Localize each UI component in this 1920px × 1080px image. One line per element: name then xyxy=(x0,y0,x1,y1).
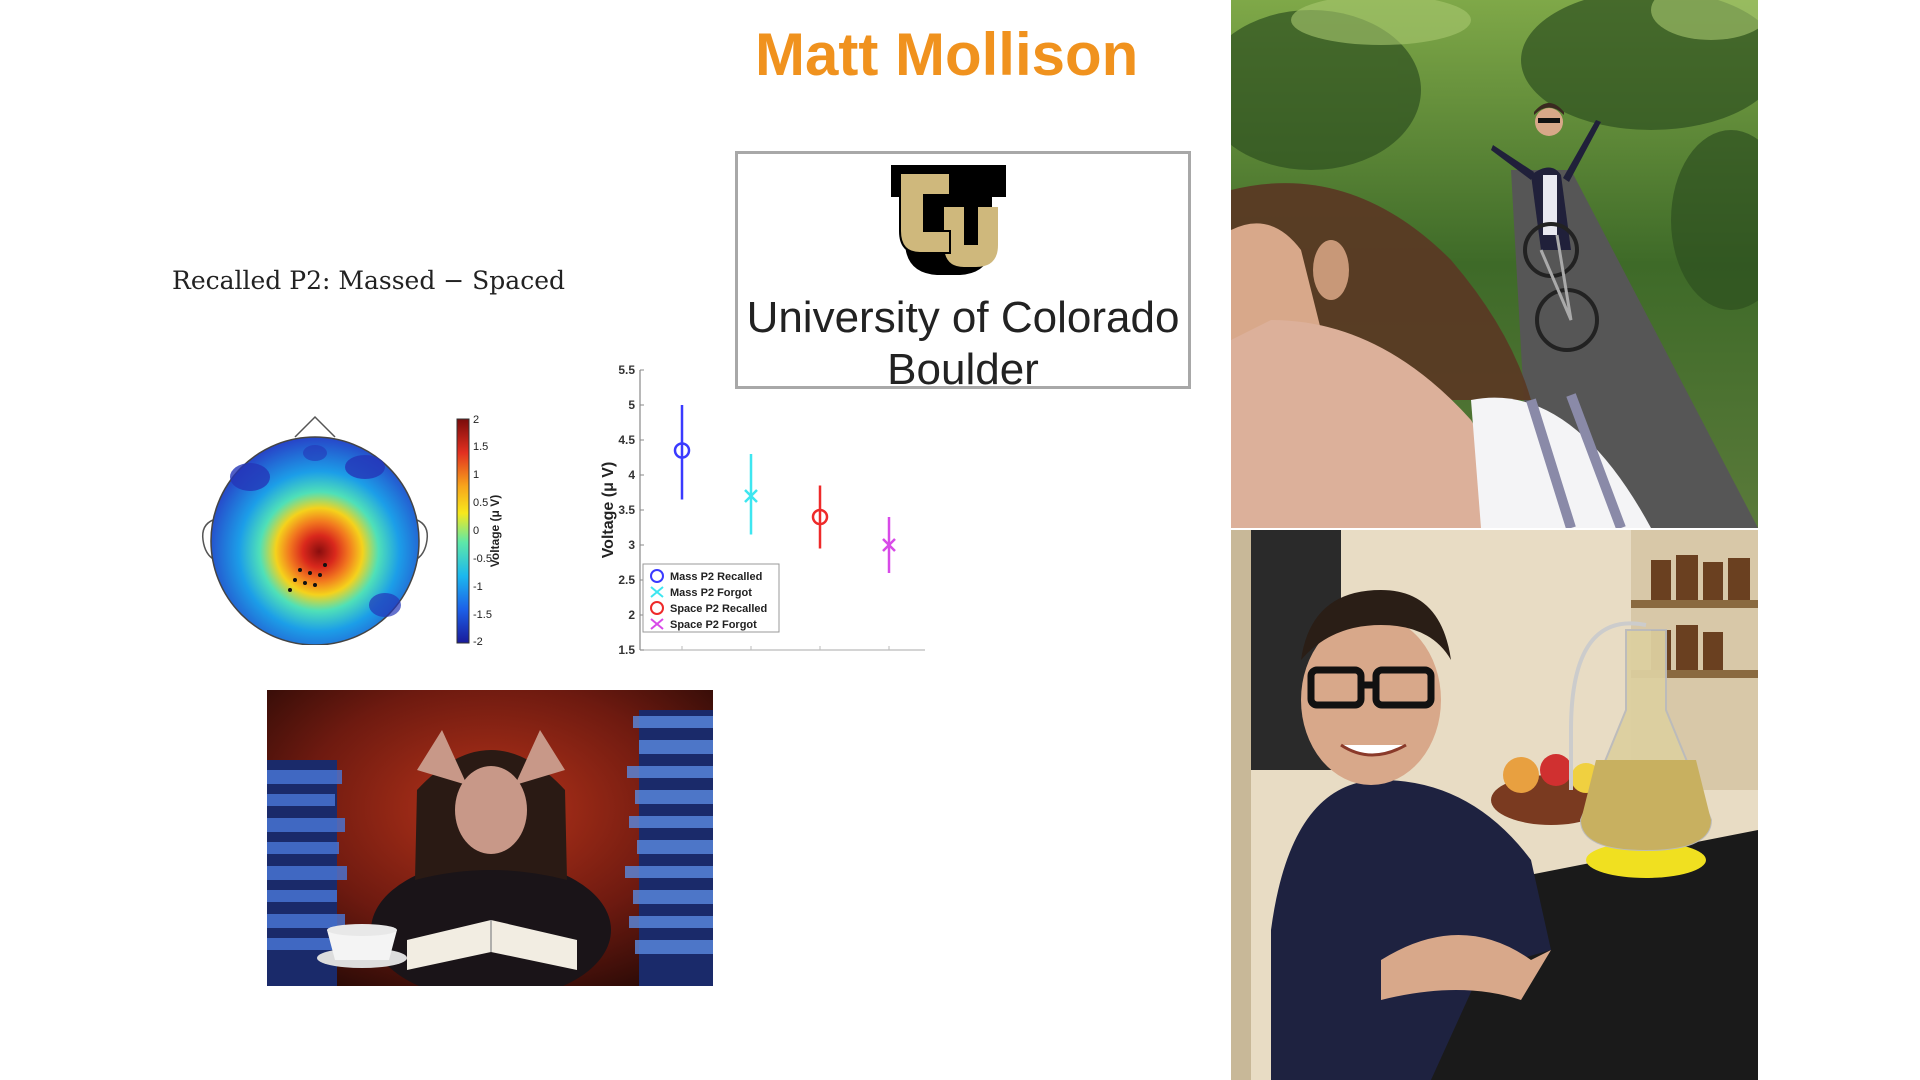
y-tick-label: 4 xyxy=(628,468,635,482)
university-name-line1: University of Colorado xyxy=(746,293,1180,342)
y-tick-label: 5.5 xyxy=(618,363,635,377)
university-logo-box: University of Colorado Boulder xyxy=(735,151,1191,394)
studying-photo-illustration xyxy=(267,690,713,986)
y-tick-label: 2 xyxy=(628,608,635,622)
photo-kitchen-portrait xyxy=(1231,530,1758,1080)
y-tick-label: 4.5 xyxy=(618,433,635,447)
legend-label: Space P2 Forgot xyxy=(670,619,757,631)
university-name-line2: Boulder xyxy=(887,345,1039,394)
university-name: University of Colorado Boulder xyxy=(738,292,1188,396)
chart-marks xyxy=(673,405,896,573)
legend-box xyxy=(642,563,780,633)
kitchen-photo-illustration xyxy=(1231,530,1758,1080)
legend-label: Mass P2 Recalled xyxy=(670,571,762,583)
bike-photo-illustration xyxy=(1231,0,1758,528)
cu-logo-icon xyxy=(891,165,1006,275)
data-point xyxy=(811,508,829,526)
colorbar-tick: -2 xyxy=(473,636,483,645)
y-tick-label: 5 xyxy=(628,398,635,412)
eeg-topoplot: 2 1.5 1 0.5 0 -0.5 -1 -1.5 -2 Voltage (μ… xyxy=(201,414,502,645)
colorbar-tick: 1 xyxy=(473,469,479,481)
colorbar-label: Voltage (μ V) xyxy=(488,495,502,567)
topoplot-title: Recalled P2: Massed − Spaced xyxy=(172,266,565,295)
chart-legend: Mass P2 Recalled Mass P2 Forgot Space P2 R… xyxy=(642,563,780,633)
legend-marker xyxy=(650,586,664,598)
data-point xyxy=(882,538,896,552)
data-point xyxy=(673,442,691,459)
colorbar-tick: -0.5 xyxy=(473,553,492,565)
legend-label: Space P2 Recalled xyxy=(670,603,767,615)
colorbar-tick: 1.5 xyxy=(473,441,488,453)
y-tick-label: 2.5 xyxy=(618,573,635,587)
legend-marker xyxy=(650,618,664,630)
legend-marker xyxy=(650,569,664,583)
legend-label: Mass P2 Forgot xyxy=(670,587,752,599)
chart-axes: 5.5 5 4.5 4 3.5 3 2.5 2 1.5 Voltage (μ V) xyxy=(600,363,925,655)
y-tick-label: 1.5 xyxy=(618,643,635,655)
colorbar-tick: 2 xyxy=(473,414,479,426)
colorbar-tick: -1 xyxy=(473,581,483,593)
y-tick-label: 3 xyxy=(628,538,635,552)
voltage-chart: 5.5 5 4.5 4 3.5 3 2.5 2 1.5 Voltage (μ V) Mass P2… xyxy=(600,363,925,655)
legend-marker xyxy=(650,601,664,615)
colorbar-tick: 0.5 xyxy=(473,497,488,509)
colorbar-tick: -1.5 xyxy=(473,609,492,621)
y-axis-label: Voltage (μ V) xyxy=(600,462,617,559)
photo-bike-path-selfie xyxy=(1231,0,1758,528)
data-point xyxy=(744,489,758,503)
y-tick-label: 3.5 xyxy=(618,503,635,517)
photo-studying-student xyxy=(267,690,713,986)
slide-title: Matt Mollison xyxy=(755,21,1139,88)
colorbar-tick: 0 xyxy=(473,525,479,537)
